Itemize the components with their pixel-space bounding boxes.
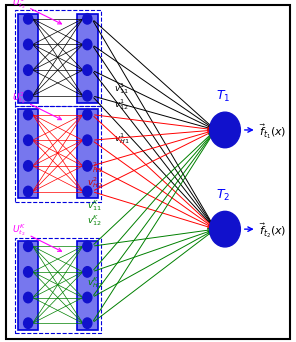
Text: $T_2$: $T_2$ <box>216 188 231 203</box>
Circle shape <box>24 292 33 303</box>
Bar <box>15 238 101 333</box>
Circle shape <box>83 91 92 101</box>
Bar <box>18 109 38 198</box>
Text: $T_1$: $T_1$ <box>216 89 231 104</box>
Circle shape <box>210 112 240 148</box>
Circle shape <box>24 318 33 328</box>
Text: $\vec{f}_{t_1}(x)$: $\vec{f}_{t_1}(x)$ <box>259 122 286 141</box>
Text: $v_{11}^K$: $v_{11}^K$ <box>87 198 102 213</box>
Circle shape <box>24 109 33 120</box>
Circle shape <box>83 318 92 328</box>
Bar <box>18 241 38 330</box>
Text: $v_{12}^K$: $v_{12}^K$ <box>87 213 102 228</box>
Circle shape <box>83 39 92 50</box>
Circle shape <box>24 39 33 50</box>
Bar <box>15 106 101 202</box>
Circle shape <box>83 292 92 303</box>
Circle shape <box>83 267 92 277</box>
Text: $v_{H2}^K$: $v_{H2}^K$ <box>87 275 103 290</box>
Text: $\vec{f}_{t_2}(x)$: $\vec{f}_{t_2}(x)$ <box>259 222 286 240</box>
Text: $v_{H1}^1$: $v_{H1}^1$ <box>114 131 130 146</box>
Text: $U_{t_2}^1$: $U_{t_2}^1$ <box>12 0 62 24</box>
Text: $v_{11}^1$: $v_{11}^1$ <box>114 81 129 96</box>
Bar <box>77 241 98 330</box>
Bar <box>77 14 98 103</box>
Circle shape <box>83 186 92 197</box>
Circle shape <box>24 65 33 75</box>
Circle shape <box>83 241 92 251</box>
Circle shape <box>83 65 92 75</box>
Text: $v_{12}^1$: $v_{12}^1$ <box>114 97 129 112</box>
Bar <box>18 14 38 103</box>
Circle shape <box>24 91 33 101</box>
Circle shape <box>83 109 92 120</box>
Circle shape <box>24 267 33 277</box>
Text: $v_{H2}^2$: $v_{H2}^2$ <box>87 175 103 190</box>
Bar <box>15 10 101 106</box>
Circle shape <box>24 161 33 171</box>
Text: $U_{t_2}^2$: $U_{t_2}^2$ <box>12 91 62 120</box>
Circle shape <box>24 241 33 251</box>
Circle shape <box>24 14 33 24</box>
Circle shape <box>210 211 240 247</box>
Circle shape <box>24 186 33 197</box>
Bar <box>77 109 98 198</box>
Circle shape <box>83 14 92 24</box>
Text: $U_{t_2}^K$: $U_{t_2}^K$ <box>12 222 62 251</box>
Circle shape <box>83 161 92 171</box>
Circle shape <box>83 135 92 145</box>
Text: $v_{H1}^2$: $v_{H1}^2$ <box>87 160 103 175</box>
Circle shape <box>24 135 33 145</box>
